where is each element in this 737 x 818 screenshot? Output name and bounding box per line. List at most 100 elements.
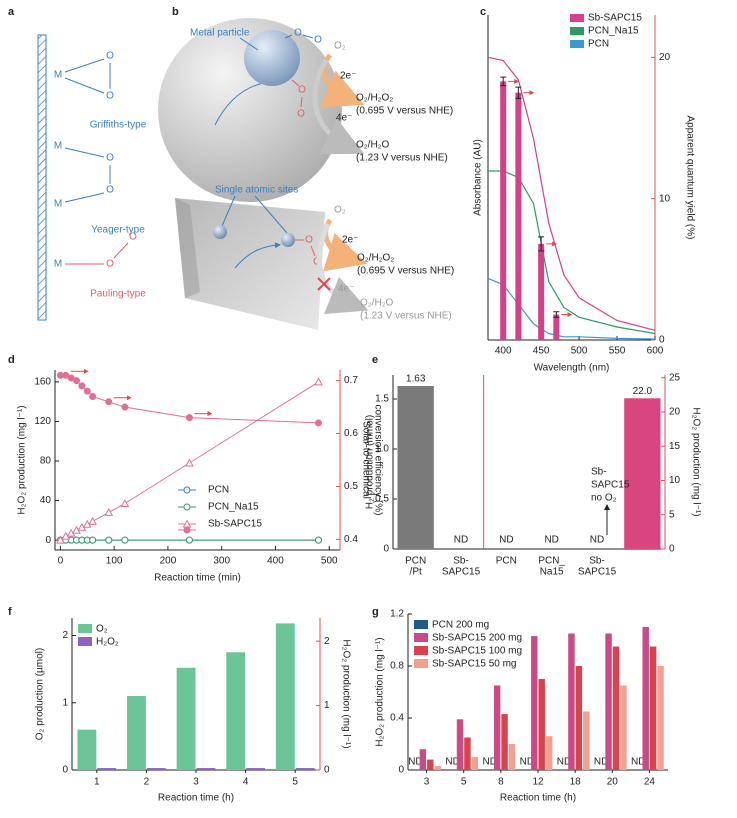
- legend-label: PCN 200 mg: [432, 620, 489, 631]
- marker: [120, 498, 130, 508]
- value-label: 1.63: [406, 374, 426, 385]
- product: O₂/H₂O₂: [356, 93, 393, 104]
- bar: [397, 386, 434, 549]
- bar: [434, 766, 441, 770]
- type-label: Pauling-type: [90, 289, 146, 300]
- bar: [657, 666, 664, 770]
- metal-particle: [244, 30, 300, 86]
- value-label: ND: [499, 535, 513, 546]
- bar: [531, 636, 538, 770]
- x-tick-label: 3: [193, 777, 199, 788]
- value-label: ND: [454, 535, 468, 546]
- bar: [471, 757, 479, 770]
- electron-count: 4e⁻: [338, 284, 354, 295]
- x-tick-label: 500: [571, 346, 588, 357]
- atom: O: [106, 259, 114, 270]
- bar: [515, 92, 522, 340]
- bar: [464, 737, 471, 770]
- y-axis-title: H₂ production (mmol): [365, 415, 376, 509]
- panel-label: e: [372, 354, 378, 366]
- x-tick-label: 400: [495, 346, 512, 357]
- bar: [176, 667, 196, 770]
- x-tick-label: 500: [321, 556, 338, 567]
- marker: [185, 458, 194, 467]
- marker: [78, 382, 86, 390]
- panel-label: f: [8, 606, 12, 618]
- atom: M: [54, 141, 62, 152]
- product: O₂/H₂O: [360, 298, 394, 309]
- bond: [64, 77, 105, 94]
- marker: [121, 403, 129, 411]
- bond: [300, 96, 303, 108]
- value-label: ND: [544, 535, 558, 546]
- panel-a: a M O O Griffiths-type M O O M Yeager-ty…: [8, 6, 147, 321]
- y2-tick-label: 15: [669, 441, 681, 452]
- x-tick-label: 0: [58, 556, 64, 567]
- bond: [310, 245, 316, 257]
- x-tick-label: 2: [144, 777, 150, 788]
- y-tick-label: 1.5: [375, 394, 389, 405]
- absorbance-curve: [487, 56, 656, 331]
- leader: [239, 37, 259, 51]
- bond: [302, 34, 314, 39]
- bar: [146, 768, 166, 770]
- y-tick-label: 120: [34, 416, 51, 427]
- bar: [575, 666, 583, 770]
- legend-swatch: [414, 646, 428, 655]
- atom: O: [129, 232, 137, 243]
- marker: [185, 536, 193, 544]
- atom: M: [54, 259, 62, 270]
- marker: [183, 503, 191, 511]
- bar: [226, 652, 246, 770]
- x-axis-title: Reaction time (min): [154, 573, 241, 584]
- bar: [605, 633, 612, 770]
- reaction-arrow: [312, 58, 364, 155]
- legend-label: PCN: [208, 485, 229, 496]
- bar: [246, 768, 265, 770]
- leader: [254, 195, 288, 234]
- y-tick-label: 1.0: [375, 444, 389, 455]
- bar: [419, 749, 427, 770]
- bar: [97, 768, 117, 770]
- x-tick-label: Sb-: [589, 556, 605, 567]
- reactant: O₂: [334, 41, 346, 52]
- marker: [185, 414, 193, 422]
- x-tick-label: 8: [498, 777, 504, 788]
- bond: [64, 58, 105, 73]
- y2-tick-label: 10: [669, 475, 681, 486]
- legend-swatch: [414, 633, 428, 642]
- bond: [64, 192, 105, 203]
- marker: [314, 377, 323, 386]
- atom: O: [106, 185, 114, 196]
- bar: [77, 729, 97, 770]
- marker: [89, 392, 97, 400]
- site-label: Single atomic sites: [215, 185, 298, 196]
- single-atom: [281, 233, 295, 247]
- potential: (0.695 V versus NHE): [357, 266, 454, 277]
- x-tick-label: PCN: [405, 556, 426, 567]
- value-label: ND: [631, 757, 645, 768]
- electron-count: 4e⁻: [336, 113, 352, 124]
- legend-swatch: [570, 14, 584, 22]
- panel-label: d: [8, 354, 15, 366]
- x-tick-label: Na15: [540, 567, 564, 578]
- y2-tick-label: 10: [659, 193, 671, 204]
- x-tick-label: 5: [461, 777, 467, 788]
- y2-axis-title: conversion efficiency (%): [372, 405, 383, 516]
- panel-label: c: [480, 6, 486, 18]
- x-tick-label: SAPC15: [578, 567, 617, 578]
- y2-axis-title: H₂O₂ production (mg l⁻¹): [340, 639, 351, 748]
- marker: [183, 486, 191, 494]
- y-tick-label: 0: [383, 544, 389, 555]
- bond: [64, 147, 105, 158]
- value-label: ND: [590, 535, 604, 546]
- value-label: 22.0: [633, 386, 653, 397]
- x-tick-label: 600: [647, 346, 664, 357]
- atom: M: [54, 70, 62, 81]
- leader: [221, 195, 236, 227]
- product: O₂/H₂O: [356, 140, 390, 151]
- type-label: Griffiths-type: [90, 120, 147, 131]
- bond: [284, 34, 293, 39]
- panel-b: b O O O O Metal particle O₂ 2e⁻ 4e⁻ O₂/H…: [158, 6, 454, 330]
- legend-label: PCN_Na15: [208, 502, 259, 513]
